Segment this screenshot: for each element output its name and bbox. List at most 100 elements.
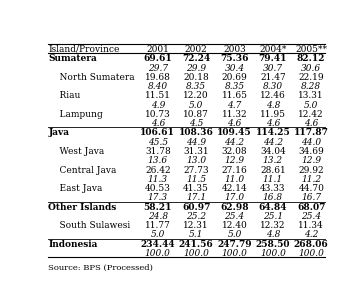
- Text: 26.42: 26.42: [145, 165, 171, 175]
- Text: 68.07: 68.07: [297, 203, 325, 212]
- Text: 25.4: 25.4: [225, 212, 245, 221]
- Text: Other Islands: Other Islands: [48, 203, 116, 212]
- Text: 8.30: 8.30: [263, 82, 283, 91]
- Text: 44.2: 44.2: [263, 138, 283, 147]
- Text: 2002: 2002: [185, 45, 207, 53]
- Text: 234.44: 234.44: [141, 240, 175, 249]
- Text: 75.36: 75.36: [220, 54, 249, 63]
- Text: Central Java: Central Java: [48, 165, 117, 175]
- Text: 12.32: 12.32: [260, 221, 286, 230]
- Text: 30.7: 30.7: [263, 64, 283, 72]
- Text: 29.92: 29.92: [298, 165, 324, 175]
- Text: 4.7: 4.7: [228, 101, 242, 110]
- Text: 13.2: 13.2: [263, 156, 283, 165]
- Text: 17.3: 17.3: [148, 193, 168, 202]
- Text: 11.34: 11.34: [298, 221, 324, 230]
- Text: 100.0: 100.0: [298, 249, 324, 258]
- Text: 62.98: 62.98: [220, 203, 249, 212]
- Text: 10.87: 10.87: [183, 110, 209, 119]
- Text: 44.70: 44.70: [298, 184, 324, 193]
- Text: 10.73: 10.73: [145, 110, 171, 119]
- Text: Island/Province: Island/Province: [48, 45, 120, 53]
- Text: Source: BPS (Processed): Source: BPS (Processed): [48, 264, 153, 272]
- Text: East Java: East Java: [48, 184, 103, 193]
- Text: 41.35: 41.35: [183, 184, 209, 193]
- Text: 108.36: 108.36: [179, 128, 214, 138]
- Text: 13.0: 13.0: [186, 156, 206, 165]
- Text: 5.0: 5.0: [228, 231, 242, 239]
- Text: 60.97: 60.97: [182, 203, 210, 212]
- Text: 5.0: 5.0: [189, 101, 203, 110]
- Text: Riau: Riau: [48, 91, 81, 100]
- Text: 72.24: 72.24: [182, 54, 210, 63]
- Text: Indonesia: Indonesia: [48, 240, 98, 249]
- Text: 4.2: 4.2: [304, 231, 318, 239]
- Text: 11.95: 11.95: [260, 110, 286, 119]
- Text: 8.35: 8.35: [225, 82, 245, 91]
- Text: 4.9: 4.9: [151, 101, 165, 110]
- Text: 17.0: 17.0: [225, 193, 245, 202]
- Text: 82.12: 82.12: [297, 54, 325, 63]
- Text: 12.9: 12.9: [301, 156, 321, 165]
- Text: 40.53: 40.53: [145, 184, 171, 193]
- Text: 69.61: 69.61: [143, 54, 172, 63]
- Text: 106.61: 106.61: [141, 128, 175, 138]
- Text: 8.28: 8.28: [301, 82, 321, 91]
- Text: 4.6: 4.6: [151, 119, 165, 128]
- Text: 100.0: 100.0: [222, 249, 248, 258]
- Text: 21.47: 21.47: [260, 73, 286, 82]
- Text: 12.20: 12.20: [183, 91, 209, 100]
- Text: 4.6: 4.6: [228, 119, 242, 128]
- Text: 16.7: 16.7: [301, 193, 321, 202]
- Text: 4.8: 4.8: [266, 101, 280, 110]
- Text: 268.06: 268.06: [294, 240, 329, 249]
- Text: 247.79: 247.79: [217, 240, 252, 249]
- Text: 25.2: 25.2: [186, 212, 206, 221]
- Text: 44.2: 44.2: [225, 138, 245, 147]
- Text: 29.9: 29.9: [186, 64, 206, 72]
- Text: West Java: West Java: [48, 147, 104, 156]
- Text: 5.1: 5.1: [189, 231, 203, 239]
- Text: 2001: 2001: [146, 45, 169, 53]
- Text: 20.18: 20.18: [183, 73, 209, 82]
- Text: 13.31: 13.31: [298, 91, 324, 100]
- Text: 109.45: 109.45: [217, 128, 252, 138]
- Text: 11.0: 11.0: [225, 175, 245, 184]
- Text: 19.68: 19.68: [145, 73, 171, 82]
- Text: 25.4: 25.4: [301, 212, 321, 221]
- Text: 79.41: 79.41: [259, 54, 287, 63]
- Text: 2005**: 2005**: [295, 45, 327, 53]
- Text: 4.6: 4.6: [304, 119, 318, 128]
- Text: 11.3: 11.3: [148, 175, 168, 184]
- Text: 4.6: 4.6: [266, 119, 280, 128]
- Text: 258.50: 258.50: [256, 240, 290, 249]
- Text: 5.0: 5.0: [304, 101, 318, 110]
- Text: 11.77: 11.77: [145, 221, 171, 230]
- Text: 4.5: 4.5: [189, 119, 203, 128]
- Text: 12.9: 12.9: [225, 156, 245, 165]
- Text: 30.6: 30.6: [301, 64, 321, 72]
- Text: 16.8: 16.8: [263, 193, 283, 202]
- Text: 27.73: 27.73: [183, 165, 209, 175]
- Text: 20.69: 20.69: [222, 73, 248, 82]
- Text: 5.0: 5.0: [151, 231, 165, 239]
- Text: 22.19: 22.19: [298, 73, 324, 82]
- Text: 58.21: 58.21: [143, 203, 172, 212]
- Text: 13.6: 13.6: [148, 156, 168, 165]
- Text: 27.16: 27.16: [222, 165, 248, 175]
- Text: 64.84: 64.84: [259, 203, 287, 212]
- Text: 11.51: 11.51: [145, 91, 171, 100]
- Text: 34.04: 34.04: [260, 147, 286, 156]
- Text: 11.5: 11.5: [186, 175, 206, 184]
- Text: 30.4: 30.4: [225, 64, 245, 72]
- Text: 100.0: 100.0: [183, 249, 209, 258]
- Text: 28.61: 28.61: [260, 165, 286, 175]
- Text: South Sulawesi: South Sulawesi: [48, 221, 131, 230]
- Text: 42.14: 42.14: [222, 184, 248, 193]
- Text: 117.87: 117.87: [294, 128, 329, 138]
- Text: 12.31: 12.31: [183, 221, 209, 230]
- Text: 45.5: 45.5: [148, 138, 168, 147]
- Text: 31.31: 31.31: [183, 147, 209, 156]
- Text: 11.1: 11.1: [263, 175, 283, 184]
- Text: 32.08: 32.08: [222, 147, 247, 156]
